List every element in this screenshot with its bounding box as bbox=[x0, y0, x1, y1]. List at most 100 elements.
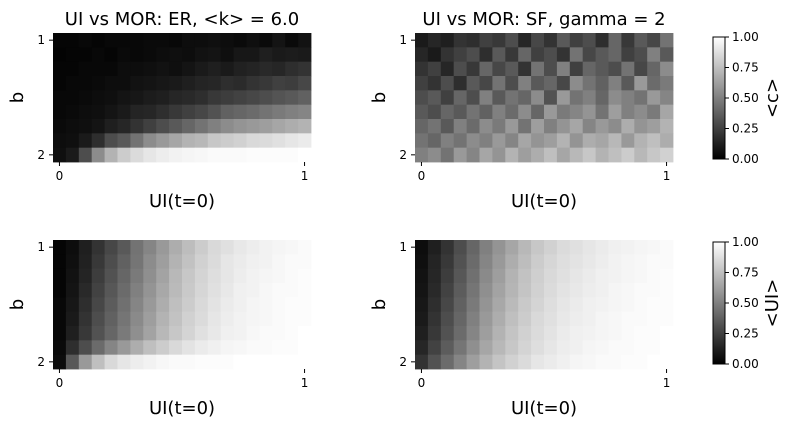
heatmap-cell bbox=[272, 268, 286, 284]
heatmap-cell bbox=[466, 33, 480, 48]
heatmap-cell bbox=[285, 240, 299, 255]
heatmap-cell bbox=[556, 268, 571, 284]
heatmap-cell bbox=[440, 90, 455, 106]
heatmap-cell bbox=[285, 311, 299, 327]
heatmap-cell bbox=[518, 326, 532, 341]
heatmap-cell bbox=[492, 354, 506, 370]
heatmap-cell bbox=[453, 297, 467, 313]
heatmap-cell bbox=[647, 119, 661, 134]
y-tick-label: 2 bbox=[399, 148, 407, 162]
heatmap-cell bbox=[182, 268, 196, 284]
heatmap-cell bbox=[518, 47, 532, 63]
heatmap-cell bbox=[569, 76, 584, 91]
heatmap-cell bbox=[531, 147, 545, 163]
heatmap-cell bbox=[518, 283, 532, 298]
heatmap-cell bbox=[285, 297, 299, 313]
heatmap-cell bbox=[194, 340, 209, 356]
y-axis-label: b bbox=[7, 92, 28, 103]
heatmap-cell bbox=[117, 354, 131, 370]
heatmap-cell bbox=[647, 268, 661, 284]
heatmap-cell bbox=[544, 90, 558, 106]
heatmap-cell bbox=[298, 47, 312, 63]
heatmap-cell bbox=[156, 90, 170, 106]
heatmap-cell bbox=[556, 326, 571, 341]
heatmap-panel-3: 0 1 UI(t=0) 1 2 b bbox=[7, 240, 312, 419]
heatmap-cell bbox=[182, 340, 196, 356]
y-axis-label: b bbox=[369, 92, 390, 103]
heatmap-cell bbox=[621, 254, 635, 270]
heatmap-cell bbox=[194, 283, 209, 298]
heatmap-cell bbox=[207, 326, 222, 341]
heatmap-cell bbox=[272, 76, 286, 91]
heatmap-cell bbox=[298, 33, 312, 48]
heatmap-cell bbox=[660, 326, 674, 341]
heatmap-cell bbox=[453, 254, 467, 270]
heatmap-cell bbox=[531, 61, 545, 77]
heatmap-cell bbox=[582, 340, 596, 356]
heatmap-cell bbox=[634, 47, 648, 63]
heatmap-cell bbox=[259, 119, 273, 134]
heatmap-cell bbox=[65, 268, 80, 284]
heatmap-cell bbox=[660, 119, 674, 134]
heatmap-cell bbox=[569, 33, 584, 48]
heatmap-cell bbox=[91, 240, 105, 255]
heatmap-cell bbox=[104, 47, 118, 63]
heatmap-cell bbox=[207, 297, 222, 313]
heatmap-cell bbox=[53, 254, 67, 270]
heatmap-cell bbox=[143, 76, 157, 91]
heatmap-cell bbox=[427, 33, 442, 48]
heatmap-cell bbox=[233, 133, 247, 149]
heatmap-cell bbox=[569, 90, 584, 106]
heatmap-cell bbox=[544, 47, 558, 63]
heatmap-cell bbox=[647, 297, 661, 313]
heatmap-cell bbox=[595, 133, 609, 149]
heatmap-cell bbox=[246, 104, 260, 120]
heatmap-cell bbox=[207, 76, 222, 91]
heatmap-cell bbox=[182, 283, 196, 298]
heatmap-cell bbox=[169, 240, 183, 255]
heatmap-cell bbox=[182, 354, 196, 370]
heatmap-cell bbox=[595, 297, 609, 313]
heatmap-cell bbox=[479, 76, 493, 91]
heatmap-cell bbox=[608, 47, 622, 63]
y-tick-label: 1 bbox=[399, 33, 407, 47]
heatmap-cell bbox=[246, 254, 260, 270]
heatmap-panel-1: UI vs MOR: ER, <k> = 6.0 0 1 UI(t=0) 1 2 b bbox=[7, 9, 312, 212]
heatmap-cell bbox=[104, 104, 118, 120]
heatmap-cell bbox=[169, 354, 183, 370]
heatmap-cell bbox=[91, 340, 105, 356]
heatmap-cell bbox=[415, 254, 429, 270]
panel-title: UI vs MOR: SF, gamma = 2 bbox=[422, 9, 665, 30]
heatmap-cell bbox=[556, 340, 571, 356]
heatmap-cell bbox=[608, 297, 622, 313]
heatmap-cell bbox=[143, 104, 157, 120]
heatmap-cell bbox=[544, 147, 558, 163]
heatmap-cell bbox=[117, 104, 131, 120]
heatmap-cell bbox=[505, 283, 519, 298]
heatmap-cell bbox=[544, 283, 558, 298]
heatmap-cell bbox=[505, 119, 519, 134]
heatmap-cell bbox=[233, 61, 247, 77]
heatmap-cell bbox=[544, 297, 558, 313]
heatmap-cell bbox=[298, 104, 312, 120]
heatmap-cell bbox=[220, 240, 234, 255]
heatmap-cell bbox=[415, 104, 429, 120]
heatmap-cell bbox=[259, 133, 273, 149]
heatmap-cell bbox=[78, 311, 93, 327]
heatmap-cell bbox=[91, 311, 105, 327]
heatmap-cell bbox=[531, 340, 545, 356]
heatmap-cell bbox=[65, 119, 80, 134]
heatmap-cell bbox=[505, 90, 519, 106]
heatmap-cell bbox=[220, 104, 234, 120]
y-tick-label: 1 bbox=[37, 33, 45, 47]
y-tick-label: 2 bbox=[399, 355, 407, 369]
heatmap-cell bbox=[427, 147, 442, 163]
heatmap-cell bbox=[518, 76, 532, 91]
heatmap-cell bbox=[130, 268, 144, 284]
heatmap-cell bbox=[492, 133, 506, 149]
heatmap-cell bbox=[117, 311, 131, 327]
heatmap-cell bbox=[492, 61, 506, 77]
heatmap-cell bbox=[156, 104, 170, 120]
heatmap-cell bbox=[53, 354, 67, 370]
heatmap-cell bbox=[130, 61, 144, 77]
